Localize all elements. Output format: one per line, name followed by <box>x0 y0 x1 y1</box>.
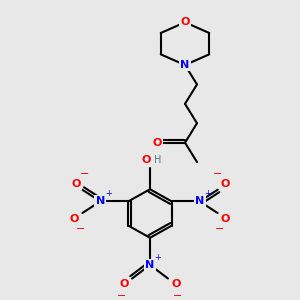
Text: +: + <box>105 189 112 198</box>
Text: O: O <box>221 179 230 189</box>
Text: −: − <box>76 224 85 234</box>
Text: −: − <box>117 291 127 300</box>
Text: H: H <box>154 155 162 165</box>
Text: O: O <box>141 155 151 165</box>
Text: −: − <box>80 169 89 179</box>
Text: +: + <box>204 189 211 198</box>
Text: N: N <box>195 196 204 206</box>
Text: −: − <box>173 291 183 300</box>
Text: O: O <box>119 279 129 290</box>
Text: −: − <box>215 224 224 234</box>
Text: +: + <box>154 253 161 262</box>
Text: O: O <box>152 138 162 148</box>
Text: N: N <box>146 260 154 270</box>
Text: O: O <box>72 179 81 189</box>
Text: O: O <box>180 17 190 27</box>
Text: N: N <box>96 196 105 206</box>
Text: −: − <box>213 169 222 179</box>
Text: O: O <box>221 214 230 224</box>
Text: O: O <box>171 279 181 290</box>
Text: O: O <box>70 214 79 224</box>
Text: N: N <box>180 60 190 70</box>
